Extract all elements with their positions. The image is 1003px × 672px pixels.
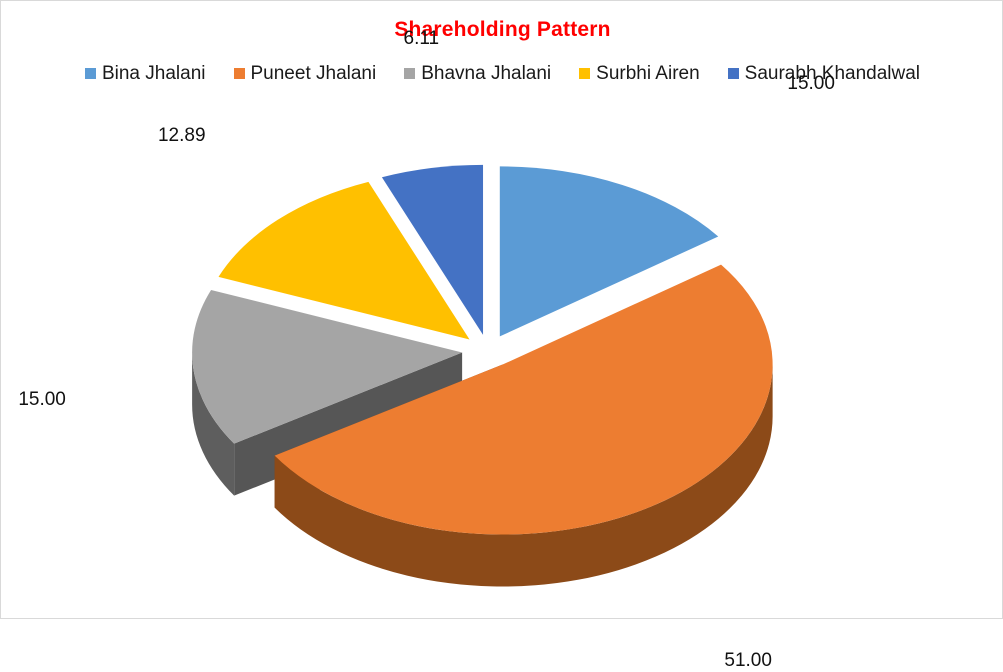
legend-item-label: Bina Jhalani xyxy=(101,63,206,84)
legend-item-label: Saurabh Khandalwal xyxy=(744,63,921,84)
legend-item[interactable]: Bhavna Jhalani xyxy=(404,64,551,83)
legend-swatch-icon xyxy=(233,68,245,79)
pie-data-label: 6.11 xyxy=(403,28,440,50)
pie-chart-svg xyxy=(192,164,773,587)
pie-slice[interactable] xyxy=(381,164,484,335)
legend-item-label: Puneet Jhalani xyxy=(250,63,377,84)
legend-item[interactable]: Surbhi Airen xyxy=(579,64,700,83)
pie-slice[interactable] xyxy=(274,264,773,587)
pie-data-label: 51.00 xyxy=(724,650,772,672)
pie-data-label: 15.00 xyxy=(787,72,835,94)
pie-data-label: 15.00 xyxy=(18,388,66,410)
legend-swatch-icon xyxy=(84,68,96,79)
legend-swatch-icon xyxy=(579,68,591,79)
pie-plot-area: 15.00 51.00 15.00 12.89 6.11 xyxy=(1,28,1003,671)
chart-legend: Bina Jhalani Puneet Jhalani Bhavna Jhalani… xyxy=(1,64,1003,83)
legend-item-label: Surbhi Airen xyxy=(596,63,700,84)
pie-slice[interactable] xyxy=(499,166,719,337)
pie-slice[interactable] xyxy=(218,181,470,340)
legend-swatch-icon xyxy=(727,68,739,79)
chart-title: Shareholding Pattern xyxy=(394,18,611,41)
legend-swatch-icon xyxy=(404,68,416,79)
legend-item[interactable]: Puneet Jhalani xyxy=(233,63,377,84)
legend-item[interactable]: Saurabh Khandalwal xyxy=(727,63,921,84)
legend-item-label: Bhavna Jhalani xyxy=(421,63,552,84)
legend-item[interactable]: Bina Jhalani xyxy=(84,63,206,84)
pie-data-label: 12.89 xyxy=(157,124,206,146)
